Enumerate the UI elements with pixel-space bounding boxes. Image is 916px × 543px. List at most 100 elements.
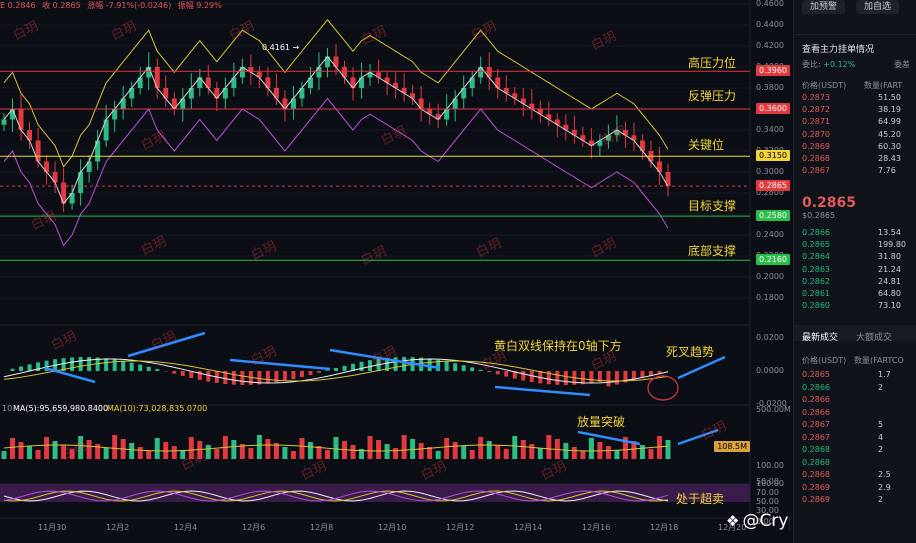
candlestick-chart[interactable]: E 0.2846 收 0.2865 涨幅 -7.91%(-0.0246) 振幅 …	[0, 0, 790, 543]
time-axis-tick: 12月18	[650, 523, 679, 532]
candle-body	[86, 161, 92, 172]
trend-arrow	[677, 355, 726, 380]
macd-bar	[299, 371, 304, 378]
current-price-tag: 0.2865	[756, 180, 790, 192]
macd-bar	[597, 371, 602, 382]
volume-bar	[10, 438, 16, 459]
time-axis-tick: 12月8	[310, 523, 334, 532]
macd-bar	[657, 371, 662, 374]
macd-bar	[614, 371, 619, 385]
price-axis-tick: 0.1800	[756, 293, 784, 302]
trade-price-header: 价格(USDT)	[802, 356, 847, 365]
orderbook-price[interactable]: 0.2868	[802, 445, 830, 454]
orderbook-price[interactable]: 0.2862	[802, 276, 830, 286]
volume-bar	[52, 441, 58, 459]
orderbook-price[interactable]: 0.2868	[802, 154, 830, 163]
tab-large-trades[interactable]: 大额成交	[856, 333, 893, 343]
candle-body	[239, 67, 245, 78]
death-cross-annotation: 死叉趋势	[666, 345, 715, 359]
volume-bar	[529, 444, 535, 459]
volume-bar	[452, 442, 458, 459]
orderbook-price[interactable]: 0.2867	[802, 432, 830, 442]
add-alert-button[interactable]: 加预警	[802, 0, 846, 14]
orderbook-price[interactable]: 0.2869	[802, 495, 830, 504]
orderbook-price[interactable]: 0.2872	[802, 105, 830, 115]
macd-bar	[27, 364, 32, 371]
orderbook-price[interactable]: 0.2866	[802, 228, 830, 237]
orderbook-price[interactable]: 0.2860	[802, 301, 830, 311]
level-price-tag: 0.2580	[756, 210, 790, 222]
macd-bar	[589, 371, 594, 384]
bollinger-band	[3, 19, 669, 168]
volume-bar	[648, 449, 654, 459]
candle-body	[163, 88, 169, 99]
time-axis-tick: 12月6	[242, 523, 266, 532]
time-axis-tick: 12月14	[514, 523, 543, 532]
macd-bar	[427, 358, 432, 371]
orderbook-price[interactable]: 0.2868	[802, 457, 830, 467]
orderbook-qty: 2.5	[878, 470, 891, 479]
candle-body	[205, 77, 211, 88]
macd-bar	[104, 358, 109, 371]
candle-body	[537, 109, 543, 115]
macd-bar	[631, 371, 636, 381]
death-cross-circle	[647, 375, 679, 401]
price-axis-tick: 0.4200	[756, 41, 784, 50]
orderbook-price[interactable]: 0.2871	[802, 117, 830, 127]
orderbook-price[interactable]: 0.2869	[802, 482, 830, 492]
volume-bar	[27, 446, 33, 459]
volume-bar	[154, 438, 160, 459]
time-axis-tick: 12月4	[174, 523, 198, 532]
orderbook-qty: 28.43	[878, 154, 901, 163]
candle-body	[78, 172, 84, 193]
candle-body	[61, 182, 67, 204]
orderbook-qty: 45.20	[878, 129, 901, 139]
candle-body	[639, 140, 645, 151]
candle-body	[52, 172, 58, 183]
indicator-axis-tick: 0.0200	[756, 333, 784, 342]
candle-body	[427, 109, 433, 115]
orderbook-price[interactable]: 0.2863	[802, 264, 830, 274]
orderbook-price[interactable]: 0.2873	[802, 93, 830, 102]
candle-body	[137, 77, 143, 88]
volume-bar	[384, 444, 390, 459]
candle-body	[588, 140, 594, 146]
orderbook-qty: 60.30	[878, 141, 901, 151]
candle-body	[418, 98, 424, 109]
macd-bar	[623, 371, 628, 383]
macd-bar	[453, 363, 458, 371]
volume-bar	[435, 451, 441, 459]
macd-bar	[70, 357, 75, 371]
orderbook-price[interactable]: 0.2864	[802, 252, 830, 262]
volume-bar	[61, 445, 67, 459]
orderbook-price[interactable]: 0.2865	[802, 370, 830, 379]
add-favorite-button[interactable]: 加自选	[856, 0, 900, 14]
orderbook-price[interactable]: 0.2866	[802, 382, 830, 392]
orderbook-price[interactable]: 0.2865	[802, 240, 830, 250]
candle-body	[656, 161, 662, 172]
orderbook-price[interactable]: 0.2861	[802, 289, 830, 298]
tab-latest-trades[interactable]: 最新成交	[802, 333, 839, 343]
orderbook-price[interactable]: 0.2869	[802, 141, 830, 151]
volume-bar	[563, 443, 569, 459]
orderbook-price[interactable]: 0.2867	[802, 420, 830, 429]
macd-bar	[495, 371, 500, 375]
orderbook-price[interactable]: 0.2866	[802, 395, 830, 404]
orderbook-price[interactable]: 0.2867	[802, 166, 830, 176]
indicator-axis-tick: 70.00	[756, 488, 779, 497]
volume-bar	[290, 451, 296, 459]
candle-body	[597, 140, 603, 146]
orderbook-price[interactable]: 0.2868	[802, 470, 830, 479]
candle-body	[27, 130, 33, 141]
time-axis-tick: 12月10	[378, 523, 407, 532]
macd-bar	[521, 371, 526, 381]
macd-bar	[580, 371, 585, 385]
orderbook-price[interactable]: 0.2870	[802, 129, 830, 139]
indicator-axis-tick: 100.00	[756, 479, 784, 488]
indicator-axis-tick: 0.0000	[756, 366, 784, 375]
orderbook-price[interactable]: 0.2866	[802, 407, 830, 417]
candle-body	[546, 114, 552, 120]
candle-body	[495, 77, 501, 88]
macd-bar	[478, 369, 483, 371]
volume-bar	[418, 443, 424, 459]
